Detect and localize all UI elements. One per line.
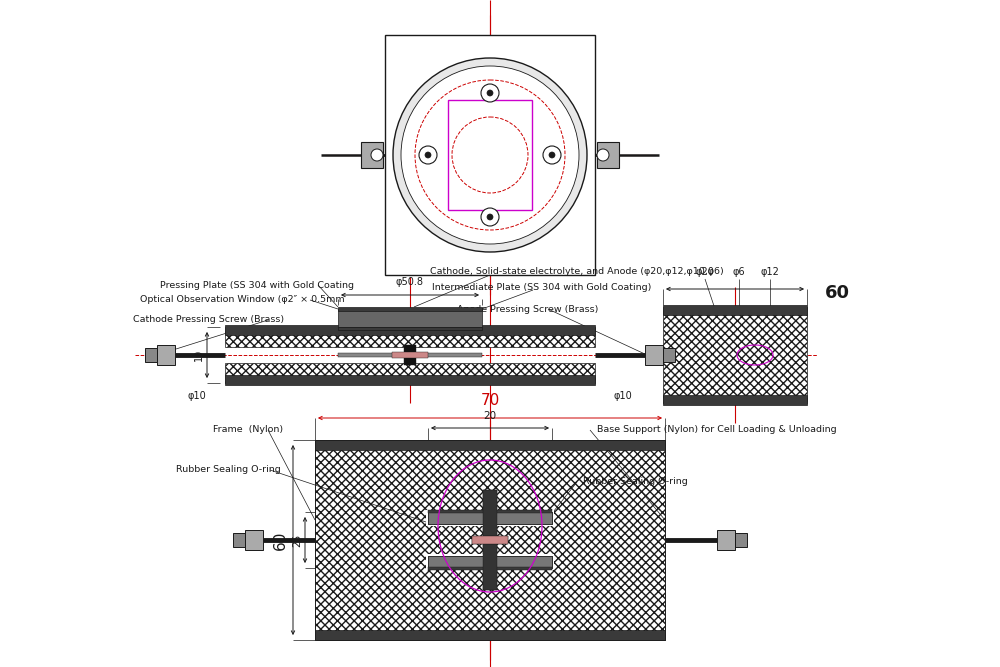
Bar [663, 348, 675, 362]
Bar [597, 142, 619, 168]
Circle shape [401, 66, 579, 244]
Text: φ6: φ6 [733, 267, 745, 277]
Bar [428, 510, 552, 513]
Bar [225, 327, 595, 347]
Text: 19: 19 [194, 349, 204, 361]
Bar [472, 536, 508, 544]
Bar [225, 363, 595, 383]
Bar [361, 142, 383, 168]
Bar [392, 352, 428, 358]
Bar [428, 567, 552, 570]
Bar [315, 440, 665, 640]
Bar [428, 556, 552, 568]
Bar [245, 530, 263, 550]
Bar [338, 353, 482, 357]
Bar [426, 554, 554, 570]
Circle shape [481, 84, 499, 102]
Bar [472, 536, 508, 544]
Text: φ20: φ20 [696, 267, 714, 277]
Bar [426, 510, 554, 526]
Bar [484, 512, 496, 568]
Bar [428, 512, 552, 524]
Text: Base Support (Nylon) for Cell Loading & Unloading: Base Support (Nylon) for Cell Loading & … [597, 426, 837, 434]
Bar [428, 556, 552, 568]
Bar [338, 309, 482, 327]
Text: Rubber Sealing O-ring: Rubber Sealing O-ring [176, 466, 281, 474]
Bar [663, 307, 807, 403]
Bar [483, 490, 497, 590]
Bar [448, 100, 532, 210]
Text: φ10: φ10 [188, 391, 206, 401]
Circle shape [543, 146, 561, 164]
Text: Cathode Pressing Screw (Brass): Cathode Pressing Screw (Brass) [133, 315, 284, 325]
Bar [645, 345, 663, 365]
Bar [735, 533, 747, 547]
Bar [663, 395, 807, 405]
Text: Intermediate Plate (SS 304 with Gold Coating): Intermediate Plate (SS 304 with Gold Coa… [432, 283, 651, 291]
Circle shape [549, 152, 555, 158]
Bar [145, 348, 157, 362]
Text: 70: 70 [480, 393, 500, 408]
Bar [428, 512, 552, 524]
Text: Cathode, Solid-state electrolyte, and Anode (φ20,φ12,φ10,φ6): Cathode, Solid-state electrolyte, and An… [430, 267, 724, 277]
Text: φ12: φ12 [761, 267, 779, 277]
Circle shape [393, 58, 587, 252]
Bar [225, 375, 595, 385]
Bar [233, 533, 245, 547]
Text: 60: 60 [273, 530, 288, 550]
Text: Anode Pressing Screw (Brass): Anode Pressing Screw (Brass) [457, 305, 598, 313]
Bar [315, 440, 665, 450]
Bar [717, 530, 735, 550]
Bar [483, 490, 497, 590]
Circle shape [487, 214, 493, 220]
Text: Frame  (Nylon): Frame (Nylon) [213, 426, 283, 434]
Bar [663, 305, 807, 315]
Text: Rubber Sealing O-ring: Rubber Sealing O-ring [583, 478, 688, 486]
Text: 25: 25 [292, 534, 302, 547]
Bar [225, 325, 595, 335]
Text: 20: 20 [483, 411, 497, 421]
Bar [404, 345, 416, 365]
Circle shape [425, 152, 431, 158]
Circle shape [481, 208, 499, 226]
Text: φ10: φ10 [614, 391, 632, 401]
Circle shape [487, 90, 493, 96]
Circle shape [419, 146, 437, 164]
Text: Pressing Plate (SS 304 with Gold Coating: Pressing Plate (SS 304 with Gold Coating [160, 281, 354, 289]
Bar [315, 630, 665, 640]
Circle shape [597, 149, 609, 161]
Circle shape [371, 149, 383, 161]
Bar [157, 345, 175, 365]
Bar [385, 35, 595, 275]
Bar [338, 307, 482, 311]
Bar [338, 327, 482, 330]
Text: 60: 60 [825, 284, 850, 302]
Text: φ50.8: φ50.8 [396, 277, 424, 287]
Text: Optical Observation Window (φ2″ × 0.5mm: Optical Observation Window (φ2″ × 0.5mm [140, 295, 345, 305]
